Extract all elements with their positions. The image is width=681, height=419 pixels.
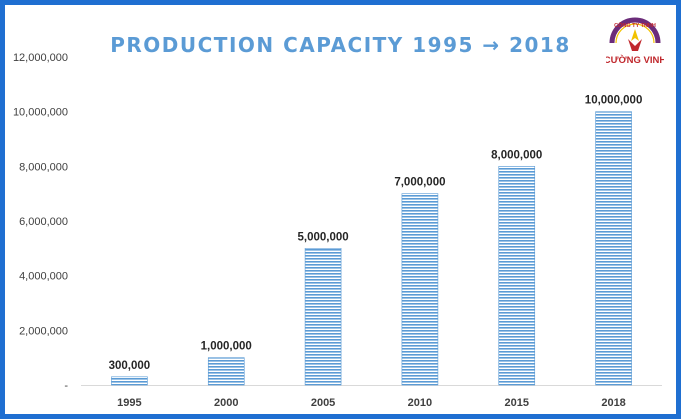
- y-tick-label: 12,000,000: [13, 52, 68, 64]
- company-logo: CÔNG TY TNHH CƯỜNG VINH: [606, 13, 664, 71]
- x-axis-tick-labels: 1995 2000 2005 2010 2015 2018: [117, 397, 626, 409]
- bar-2018: [595, 111, 632, 386]
- data-label: 1,000,000: [201, 341, 252, 353]
- bar-1995: [111, 376, 148, 386]
- data-label: 5,000,000: [297, 231, 348, 243]
- bar-2005: [304, 248, 342, 386]
- bar-2015: [498, 166, 536, 386]
- y-tick-label: 2,000,000: [19, 325, 68, 337]
- bar-2010: [401, 193, 439, 386]
- logo-text-top: CÔNG TY TNHH: [614, 21, 656, 29]
- x-tick-label: 2018: [601, 397, 625, 409]
- data-label: 300,000: [109, 360, 151, 372]
- bar-2000: [207, 357, 245, 386]
- data-labels: 300,000 1,000,000 5,000,000 7,000,000 8,000,…: [109, 95, 643, 372]
- y-tick-label: 6,000,000: [19, 216, 68, 228]
- y-tick-label: -: [64, 380, 68, 392]
- x-tick-label: 2005: [311, 397, 335, 409]
- data-label: 8,000,000: [491, 149, 542, 161]
- y-tick-label: 10,000,000: [13, 107, 68, 119]
- data-label: 7,000,000: [394, 177, 445, 189]
- chart-title: PRODUCTION CAPACITY 1995 → 2018: [110, 33, 571, 57]
- y-tick-label: 8,000,000: [19, 161, 68, 173]
- x-tick-label: 1995: [117, 397, 141, 409]
- x-tick-label: 2000: [214, 397, 238, 409]
- bars: [111, 111, 632, 386]
- x-tick-label: 2015: [505, 397, 529, 409]
- y-tick-label: 4,000,000: [19, 271, 68, 283]
- logo-text-bottom: CƯỜNG VINH: [606, 54, 664, 66]
- y-axis-tick-labels: - 2,000,000 4,000,000 6,000,000 8,000,000 10,…: [13, 52, 68, 392]
- x-tick-label: 2010: [408, 397, 432, 409]
- data-label: 10,000,000: [585, 95, 643, 107]
